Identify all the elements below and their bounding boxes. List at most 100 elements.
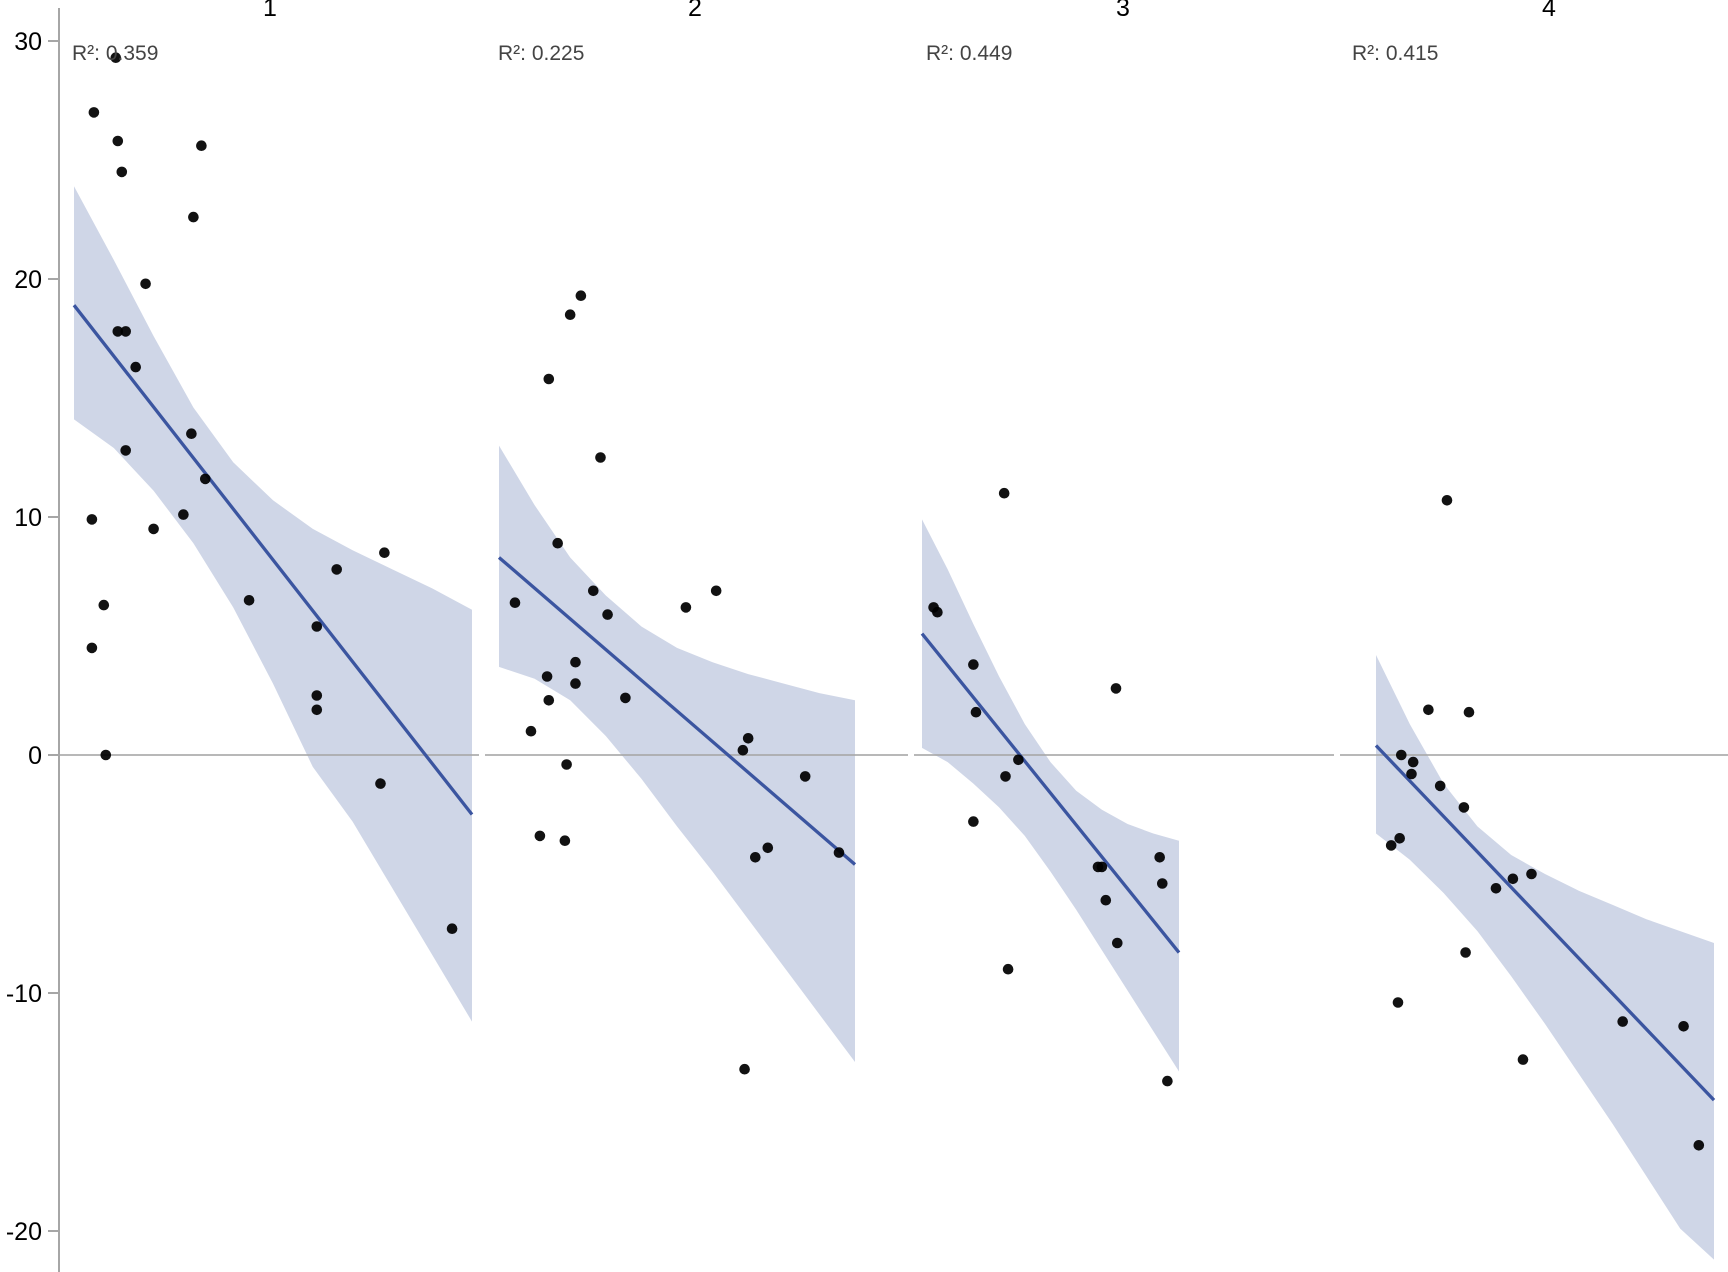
data-point [1013,754,1024,766]
data-point [762,842,774,854]
r2-label-panel-4: R²: 0.415 [1352,42,1438,65]
data-point [331,564,343,575]
data-point [1000,771,1011,782]
data-point [1617,1016,1628,1027]
y-axis: 30 20 10 0 -10 -20 [6,8,60,1272]
data-point [1458,802,1470,813]
y-tick-label: 20 [14,266,42,294]
data-point [311,621,323,632]
data-point [932,606,943,618]
data-point [1110,683,1122,694]
data-points [86,52,1705,1151]
data-point [570,678,581,689]
data-point [575,290,587,302]
data-point [1460,947,1471,958]
data-point [112,135,124,147]
data-point [1002,963,1014,975]
data-point [112,326,124,337]
data-point [833,847,845,858]
r-squared-labels: R²: 0.359 R²: 0.225 R²: 0.449 R²: 0.415 [72,42,1438,65]
data-point [1526,868,1537,880]
data-point [543,373,555,385]
data-point [120,445,131,456]
data-point [1154,852,1165,863]
y-tick-label: 10 [14,504,42,532]
data-point [243,595,255,606]
data-point [196,140,207,151]
data-point [186,428,197,440]
regression-line-panel-1 [72,304,474,816]
data-point [88,107,100,118]
y-axis-ticks: 30 20 10 0 -10 -20 [6,28,59,1246]
data-point [620,692,631,704]
data-point [1112,937,1123,949]
data-point [1517,1054,1529,1065]
data-point [1434,780,1446,792]
data-point [543,695,555,706]
data-point [710,585,722,597]
data-point [541,671,553,682]
panel-title-1: 1 [263,0,277,22]
data-point [970,706,982,718]
data-point [1693,1140,1705,1151]
data-point [100,749,112,761]
data-point [968,816,979,827]
data-point [1423,704,1434,716]
data-point [737,744,749,756]
data-point [509,597,521,608]
panel-titles: 1 2 3 4 [263,0,1556,22]
data-point [998,487,1010,499]
data-point [1100,894,1112,906]
data-point [534,830,546,842]
data-point [140,278,151,290]
data-point [311,704,323,716]
data-point [446,923,458,934]
panel-title-2: 2 [688,0,702,22]
data-point [1394,833,1405,844]
data-point [1463,706,1475,718]
data-point [1157,878,1168,889]
data-point [1396,749,1407,761]
r2-label-panel-3: R²: 0.449 [926,42,1012,65]
data-point [799,771,811,782]
y-tick-label: -20 [6,1218,42,1246]
data-point [739,1063,750,1075]
data-point [1490,883,1502,894]
data-point [379,547,390,558]
data-point [750,852,761,863]
data-point [98,599,110,611]
r2-label-panel-1: R²: 0.359 [72,42,158,65]
regression-line-panel-3 [920,632,1181,954]
data-point [86,514,98,525]
panel-title-4: 4 [1542,0,1556,22]
confidence-band-panel-4 [1376,655,1714,1260]
data-point [1162,1075,1173,1087]
data-point [1678,1021,1689,1032]
regression-line-panel-4 [1374,744,1716,1102]
y-tick-label: -10 [6,980,42,1008]
data-point [86,642,98,654]
data-point [742,733,754,744]
data-point [1407,756,1419,768]
data-point [680,602,692,613]
data-point [564,309,576,321]
regression-lines [72,304,1716,1102]
data-point [559,835,571,846]
data-point [120,326,131,337]
data-point [188,211,199,223]
data-point [1406,768,1417,780]
data-point [588,585,599,597]
data-point [375,778,386,789]
confidence-band-panel-2 [499,445,855,1063]
data-point [148,523,159,535]
data-point [200,473,211,485]
data-point [311,690,323,701]
data-point [561,759,572,770]
y-tick-label: 30 [14,28,42,56]
confidence-bands [74,186,1714,1260]
data-point [178,509,189,520]
data-point [110,52,122,63]
data-point [595,452,606,463]
regression-line-panel-2 [497,556,857,866]
